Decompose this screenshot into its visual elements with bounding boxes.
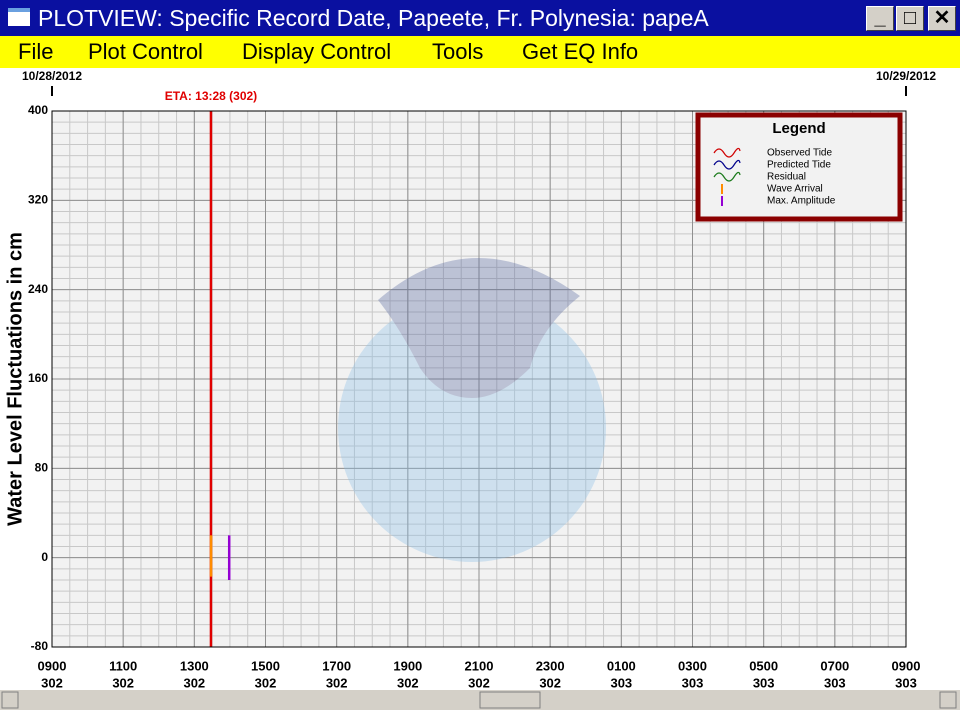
- date-label: 10/29/2012: [876, 69, 936, 83]
- watermark: [338, 257, 606, 562]
- maximize-button[interactable]: □: [896, 6, 924, 31]
- x-tick-day: 303: [824, 675, 846, 690]
- menu-item[interactable]: Tools: [432, 39, 484, 64]
- x-tick-day: 303: [753, 675, 775, 690]
- x-tick-label: 0900: [38, 658, 67, 673]
- date-label: 10/28/2012: [22, 69, 82, 83]
- scroll-right[interactable]: [939, 691, 957, 709]
- x-tick-label: 0100: [607, 658, 636, 673]
- legend-title: Legend: [772, 120, 825, 137]
- x-tick-day: 302: [183, 675, 205, 690]
- legend-label: Predicted Tide: [767, 160, 831, 171]
- menu-item[interactable]: Plot Control: [88, 39, 203, 64]
- y-tick-label: 160: [28, 371, 48, 385]
- x-tick-label: 0500: [749, 658, 778, 673]
- x-tick-label: 1700: [322, 658, 351, 673]
- y-tick-label: 320: [28, 193, 48, 207]
- x-tick-label: 2300: [536, 658, 565, 673]
- legend-label: Max. Amplitude: [767, 196, 836, 207]
- menu-item[interactable]: Display Control: [242, 39, 392, 64]
- y-tick-label: 400: [28, 103, 48, 117]
- app-icon: [8, 8, 30, 26]
- y-tick-label: 240: [28, 282, 48, 296]
- legend-label: Residual: [767, 172, 806, 183]
- menu-bar: File Plot Control Display Control Tools …: [0, 36, 960, 68]
- x-tick-label: 1100: [109, 658, 137, 673]
- plot-frame: [51, 110, 907, 648]
- x-tick-label: 1300: [180, 658, 209, 673]
- x-tick-day: 302: [397, 675, 419, 690]
- window-title: PLOTVIEW: Specific Record Date, Papeete,…: [38, 5, 709, 31]
- legend-label: Wave Arrival: [767, 184, 823, 195]
- x-tick-day: 302: [41, 675, 63, 690]
- x-tick-day: 303: [682, 675, 704, 690]
- menu-item[interactable]: File: [18, 39, 54, 64]
- x-tick-label: 0700: [820, 658, 849, 673]
- scroll-left[interactable]: [1, 691, 19, 709]
- legend-swatch: [713, 159, 741, 170]
- x-tick-day: 302: [326, 675, 348, 690]
- x-tick-day: 302: [468, 675, 490, 690]
- eta-label: ETA: 13:28 (302): [165, 89, 257, 103]
- close-button[interactable]: ✕: [928, 6, 956, 31]
- x-tick-label: 1500: [251, 658, 280, 673]
- x-tick-day: 303: [610, 675, 632, 690]
- y-tick-label: 0: [41, 550, 48, 564]
- x-tick-label: 2100: [465, 658, 494, 673]
- x-tick-label: 0300: [678, 658, 707, 673]
- x-tick-day: 302: [112, 675, 134, 690]
- y-tick-label: 80: [35, 461, 49, 475]
- x-tick-label: 1900: [393, 658, 422, 673]
- title-bar: PLOTVIEW: Specific Record Date, Papeete,…: [0, 0, 960, 36]
- legend-swatch: [713, 147, 741, 158]
- x-tick-day: 303: [895, 675, 917, 690]
- chart: Water Level Fluctuations in cm -80 0 80 160…: [0, 68, 960, 710]
- legend-frame: [695, 112, 903, 222]
- menu-item[interactable]: Get EQ Info: [522, 39, 639, 64]
- y-tick-label: -80: [31, 639, 49, 653]
- legend-swatch: [713, 171, 741, 182]
- x-tick-day: 302: [255, 675, 277, 690]
- legend-label: Observed Tide: [767, 148, 832, 159]
- x-tick-label: 0900: [892, 658, 921, 673]
- minimize-button[interactable]: _: [866, 6, 894, 31]
- x-tick-day: 302: [539, 675, 561, 690]
- scroll-thumb[interactable]: [479, 691, 541, 709]
- y-axis-label: Water Level Fluctuations in cm: [4, 232, 26, 526]
